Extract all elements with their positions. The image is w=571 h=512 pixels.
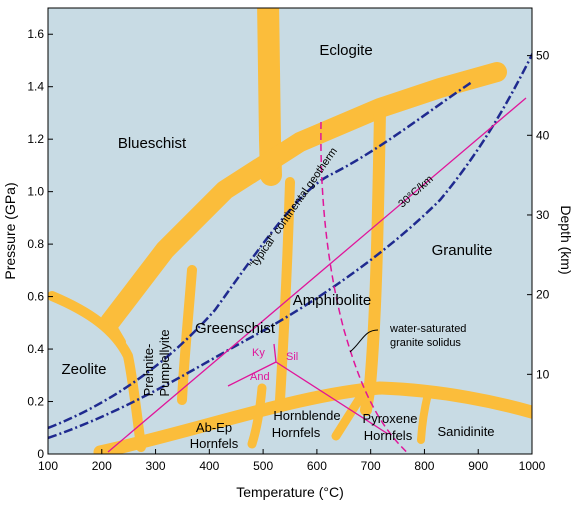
x-tick-label: 700 <box>361 459 381 473</box>
greenschist-amphibolite-boundary <box>275 177 295 405</box>
depth-tick-label: 10 <box>536 367 550 381</box>
depth-tick-label: 50 <box>536 49 550 63</box>
water-saturated-granite-solidus <box>320 121 410 454</box>
depth-tick-label: 30 <box>536 208 550 222</box>
zeolite-boundary <box>108 321 126 346</box>
continental-geotherm-lower <box>48 51 532 440</box>
x-tick-label: 600 <box>307 459 327 473</box>
depth-tick-label: 20 <box>536 288 550 302</box>
solidus-label-line2: granite solidus <box>390 337 461 349</box>
solidus-label-line1: water-saturated <box>389 323 466 335</box>
kyanite-label: Ky <box>252 347 265 359</box>
granulite-boundary <box>360 106 386 416</box>
amphibolite-label: Amphibolite <box>293 292 371 309</box>
x-axis-title: Temperature (°C) <box>236 484 344 500</box>
pressure-tick-label: 1.0 <box>27 185 44 199</box>
pyroxene-label-line2: Hornfels <box>364 428 413 443</box>
eclogite-boundary-vertical <box>257 8 282 186</box>
blueschist-lower-boundary <box>48 291 146 452</box>
prehnite-label-line1: Prehnite- <box>141 344 156 397</box>
pressure-tick-label: 1.6 <box>27 27 44 41</box>
depth-tick-label: 40 <box>536 128 550 142</box>
x-tick-label: 800 <box>414 459 434 473</box>
pressure-tick-label: 0.2 <box>27 395 44 409</box>
depth-axis: 10 20 30 40 50 <box>527 49 550 381</box>
solidus-leader <box>349 329 379 353</box>
sanidinite-label: Sanidinite <box>437 424 494 439</box>
x-tick-label: 200 <box>92 459 112 473</box>
pressure-axis: 0 0.2 0.4 0.6 0.8 1.0 1.2 1.4 1.6 <box>27 27 53 461</box>
zeolite-label: Zeolite <box>61 361 106 378</box>
pressure-tick-label: 0.6 <box>27 290 44 304</box>
pressure-tick-label: 1.2 <box>27 132 44 146</box>
x-tick-label: 300 <box>146 459 166 473</box>
prehnite-label-line2: Pumpellyite <box>157 329 172 396</box>
ky-and-line <box>227 361 277 387</box>
pyroxene-left-boundary <box>331 393 365 441</box>
continental-geotherm-upper <box>48 80 473 430</box>
pressure-tick-label: 0 <box>37 447 44 461</box>
x-tick-label: 500 <box>253 459 273 473</box>
plot-frame <box>47 7 533 455</box>
eclogite-label: Eclogite <box>319 42 372 59</box>
hornblende-left-boundary <box>247 383 267 449</box>
pressure-tick-label: 0.4 <box>27 342 44 356</box>
pressure-tick-label: 1.4 <box>27 80 44 94</box>
hornblende-label-line2: Hornfels <box>272 425 321 440</box>
x-tick-label: 1000 <box>519 459 546 473</box>
abep-label-line2: Hornfels <box>190 436 239 451</box>
y-left-axis-title: Pressure (GPa) <box>2 182 18 279</box>
greenschist-label: Greenschist <box>195 320 276 337</box>
x-tick-label: 100 <box>38 459 58 473</box>
ky-sil-line <box>273 343 277 363</box>
hornblende-label-line1: Hornblende <box>273 408 340 423</box>
and-sil-line <box>275 361 389 435</box>
pyroxene-label-line1: Pyroxene <box>363 411 418 426</box>
andalusite-label: And <box>250 371 270 383</box>
geotherms <box>48 51 532 440</box>
blueschist-upper-boundary <box>100 62 507 332</box>
sillimanite-label: Sil <box>286 351 298 363</box>
gradient-30-line <box>107 97 527 453</box>
facies-labels: Eclogite Blueschist Granulite Amphibolit… <box>61 42 494 451</box>
abep-label-line1: Ab-Ep <box>196 420 232 435</box>
x-tick-label: 400 <box>199 459 219 473</box>
x-tick-label: 900 <box>468 459 488 473</box>
contact-lower-boundary <box>93 381 532 454</box>
x-axis: 100 200 300 400 500 600 700 800 900 1000 <box>38 449 546 473</box>
pressure-tick-label: 0.8 <box>27 237 44 251</box>
sanidinite-boundary <box>417 390 432 444</box>
granulite-label: Granulite <box>432 242 493 259</box>
blueschist-label: Blueschist <box>118 135 187 152</box>
mineral-lines <box>107 97 527 454</box>
facies-boundaries <box>48 8 532 454</box>
y-right-axis-title: Depth (km) <box>558 205 571 274</box>
